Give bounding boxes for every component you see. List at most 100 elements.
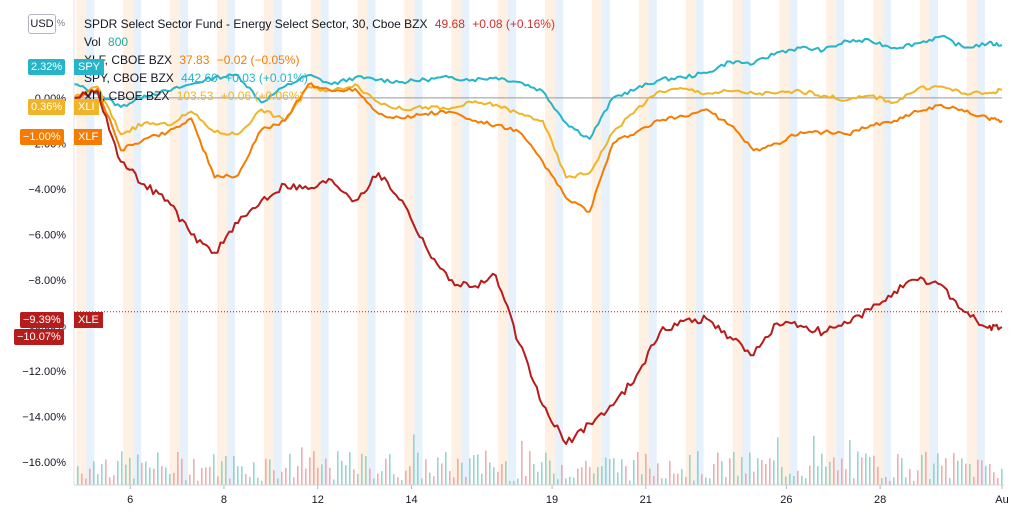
volume-bar — [869, 457, 871, 485]
volume-bar — [945, 458, 947, 485]
postmarket-band — [555, 0, 564, 485]
volume-bar — [321, 464, 323, 485]
volume-bar — [573, 477, 575, 485]
volume-bar — [897, 453, 899, 485]
premarket-band — [498, 0, 509, 485]
volume-bar — [89, 468, 91, 485]
volume-bar — [273, 470, 275, 485]
volume-bar — [353, 469, 355, 485]
volume-bar — [381, 471, 383, 485]
volume-bar — [489, 462, 491, 485]
volume-bar — [957, 460, 959, 485]
volume-bar — [393, 474, 395, 485]
volume-bar — [969, 463, 971, 485]
volume-bar — [513, 480, 515, 485]
volume-bar — [689, 454, 691, 485]
volume-bar — [97, 473, 99, 485]
legend-compare-spy[interactable]: SPY, CBOE BZX 442.60 +0.03 (+0.01%) — [84, 69, 559, 87]
postmarket-band — [976, 0, 985, 485]
volume-bar — [93, 461, 95, 485]
volume-bar — [533, 463, 535, 485]
volume-bar — [293, 477, 295, 485]
volume-bar — [409, 466, 411, 485]
volume-bar — [241, 466, 243, 485]
volume-bar — [545, 452, 547, 485]
premarket-band — [123, 0, 134, 485]
volume-bar — [261, 480, 263, 485]
premarket-band — [404, 0, 415, 485]
volume-bar — [625, 466, 627, 485]
volume-bar — [793, 475, 795, 485]
volume-bar — [561, 465, 563, 485]
legend-volume-row[interactable]: Vol 800 — [84, 33, 559, 51]
volume-bar — [645, 453, 647, 485]
volume-bar — [197, 480, 199, 485]
currency-button[interactable]: USD — [28, 14, 56, 34]
volume-bar — [137, 454, 139, 485]
series-line-xle — [73, 89, 1003, 445]
volume-bar — [989, 464, 991, 485]
premarket-band — [826, 0, 837, 485]
volume-bar — [597, 467, 599, 485]
price-tag-value: 0.36% — [28, 99, 66, 115]
compare-change: +0.03 (+0.01%) — [225, 71, 308, 85]
volume-bar — [397, 477, 399, 485]
x-tick-label: 8 — [221, 494, 227, 506]
volume-bar — [281, 471, 283, 485]
volume-bar — [365, 456, 367, 485]
premarket-band — [170, 0, 181, 485]
volume-bar — [125, 464, 127, 485]
legend-main-row[interactable]: SPDR Select Sector Fund - Energy Select … — [84, 15, 559, 33]
main-change: +0.08 (+0.16%) — [472, 17, 555, 31]
volume-bar — [721, 461, 723, 485]
price-tag-symbol: XLI — [74, 99, 99, 115]
volume-bar — [829, 461, 831, 485]
x-tick-label: 21 — [640, 494, 652, 506]
volume-bar — [165, 467, 167, 485]
volume-bar — [429, 472, 431, 485]
volume-bar — [953, 453, 955, 485]
x-tick-label: 19 — [546, 494, 558, 506]
percent-scale-toggle[interactable]: % — [57, 18, 66, 28]
postmarket-band — [601, 0, 610, 485]
volume-bar — [425, 459, 427, 485]
volume-bar — [973, 476, 975, 485]
volume-bar — [673, 473, 675, 485]
volume-bar — [685, 476, 687, 485]
volume-bar — [569, 476, 571, 485]
compare-symbol: XLI, CBOE BZX — [84, 89, 170, 103]
volume-bar — [761, 459, 763, 485]
volume-bar — [921, 454, 923, 485]
postmarket-band — [133, 0, 142, 485]
volume-bar — [541, 462, 543, 485]
volume-bar — [501, 463, 503, 485]
volume-bar — [981, 460, 983, 485]
volume-bar — [449, 470, 451, 485]
volume-bar — [909, 469, 911, 485]
legend-compare-xlf[interactable]: XLF, CBOE BZX 37.83 −0.02 (−0.05%) — [84, 51, 559, 69]
volume-bar — [301, 447, 303, 485]
volume-bar — [785, 476, 787, 485]
volume-bar — [249, 476, 251, 485]
legend-compare-xli[interactable]: XLI, CBOE BZX 103.53 +0.06 (+0.06%) — [84, 87, 559, 105]
volume-bar — [481, 473, 483, 485]
volume-bar — [133, 478, 135, 485]
volume-bar — [217, 476, 219, 485]
volume-bar — [113, 475, 115, 485]
price-tag-symbol: SPY — [74, 59, 105, 75]
volume-bar — [81, 473, 83, 485]
volume-bar — [277, 478, 279, 485]
compare-price: 103.53 — [176, 89, 214, 103]
compare-price: 442.60 — [181, 71, 218, 85]
premarket-band — [76, 0, 87, 485]
premarket-band — [263, 0, 274, 485]
x-tick-label: Au — [995, 494, 1008, 506]
volume-bar — [841, 458, 843, 485]
volume-bar — [453, 477, 455, 485]
volume-bar — [309, 457, 311, 485]
volume-bar — [741, 457, 743, 485]
volume-bar — [129, 457, 131, 485]
volume-bar — [581, 467, 583, 485]
postmarket-band — [86, 0, 95, 485]
